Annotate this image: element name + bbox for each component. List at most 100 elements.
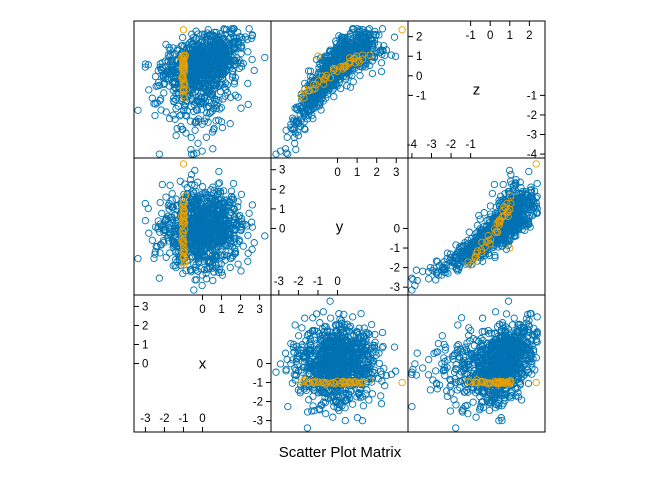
data-point	[230, 205, 239, 214]
data-point	[336, 53, 344, 61]
data-point	[228, 253, 236, 262]
data-point	[245, 209, 253, 217]
data-point	[238, 62, 246, 71]
data-point	[207, 30, 215, 39]
data-point	[191, 195, 200, 203]
data-point	[165, 249, 174, 257]
data-point	[151, 250, 159, 258]
data-point	[237, 59, 245, 67]
data-point	[154, 82, 162, 90]
data-point	[303, 99, 312, 108]
highlight-point	[346, 54, 354, 62]
data-point	[300, 124, 309, 133]
data-point	[234, 213, 243, 221]
data-point	[194, 267, 202, 275]
data-point	[154, 66, 162, 75]
data-point	[205, 88, 213, 96]
data-point	[291, 139, 299, 147]
highlight-point	[180, 94, 189, 102]
data-point	[282, 126, 290, 134]
data-point	[212, 75, 221, 83]
data-point	[165, 114, 174, 123]
data-point	[209, 276, 217, 285]
data-point	[194, 192, 202, 200]
data-point	[245, 25, 253, 33]
data-point	[204, 75, 212, 83]
highlight-point	[179, 247, 187, 255]
data-point	[223, 202, 231, 210]
data-point	[343, 82, 351, 90]
data-point	[217, 260, 225, 268]
panels	[134, 25, 541, 432]
data-point	[221, 55, 229, 63]
data-point	[223, 26, 231, 34]
data-point	[172, 104, 180, 113]
data-point	[190, 150, 198, 158]
data-point	[194, 139, 202, 147]
data-point	[317, 106, 325, 114]
data-point	[155, 150, 164, 158]
data-point	[205, 102, 213, 111]
data-point	[181, 180, 189, 188]
data-point	[243, 222, 251, 230]
data-point	[363, 56, 371, 65]
data-point	[141, 63, 149, 71]
highlight-point	[304, 87, 312, 95]
data-point	[229, 70, 237, 79]
data-point	[202, 133, 211, 141]
data-point	[319, 308, 327, 316]
data-point	[208, 194, 216, 202]
data-point	[198, 57, 206, 65]
data-point	[372, 30, 380, 39]
data-point	[221, 204, 229, 212]
data-point	[341, 66, 349, 75]
data-point	[158, 66, 166, 75]
data-point	[375, 31, 383, 39]
data-point	[294, 332, 303, 340]
data-point	[507, 170, 515, 179]
data-point	[301, 125, 309, 134]
data-point	[341, 40, 349, 48]
data-point	[244, 231, 252, 240]
data-point	[151, 111, 159, 120]
data-point	[533, 179, 541, 188]
data-point	[170, 94, 178, 102]
data-point	[217, 268, 226, 276]
data-point	[244, 48, 252, 56]
highlight-point	[179, 228, 188, 237]
highlight-point	[320, 80, 328, 88]
data-point	[220, 48, 228, 56]
data-point	[220, 39, 228, 47]
data-point	[219, 53, 227, 61]
data-point	[377, 46, 385, 54]
data-point	[230, 56, 238, 64]
data-point	[287, 123, 295, 132]
data-point	[432, 257, 441, 265]
data-point	[194, 118, 203, 126]
data-point	[209, 145, 217, 153]
data-point	[208, 71, 216, 79]
highlight-point	[179, 235, 187, 244]
data-point	[377, 400, 386, 408]
data-point	[229, 179, 238, 188]
data-point	[164, 237, 173, 245]
data-point	[214, 196, 223, 204]
data-point	[183, 107, 191, 115]
data-point	[177, 111, 185, 119]
data-point	[215, 199, 223, 208]
data-point	[329, 413, 337, 421]
data-point	[213, 101, 221, 110]
data-point	[304, 67, 313, 75]
data-point	[309, 114, 317, 123]
data-point	[358, 44, 367, 52]
highlight-point	[315, 77, 323, 85]
data-point	[170, 242, 178, 250]
data-point	[325, 47, 334, 56]
data-point	[322, 52, 330, 60]
highlight-point	[366, 51, 374, 59]
data-point	[200, 84, 208, 93]
data-point	[141, 199, 149, 208]
data-point	[187, 133, 195, 142]
data-point	[190, 286, 198, 294]
data-point	[186, 117, 195, 125]
